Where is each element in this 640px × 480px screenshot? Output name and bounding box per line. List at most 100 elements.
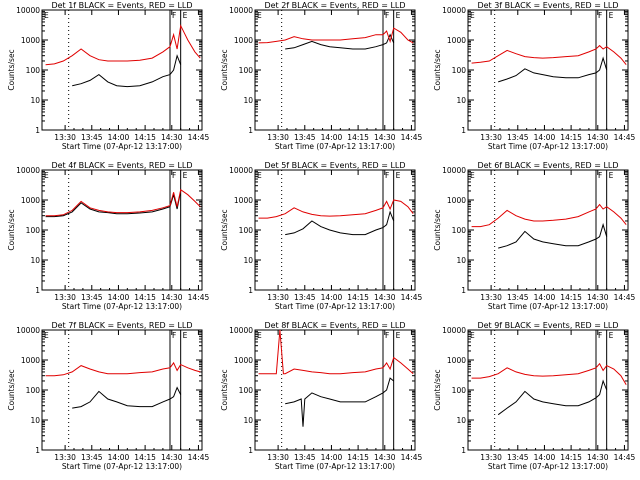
y-tick-label: 1000 [21, 36, 40, 45]
panel-det-5f: Det 5f BLACK = Events, RED = LLD 1 10 100 10… [220, 161, 422, 311]
panel-det-4f: Det 4f BLACK = Events, RED = LLD 1 10 100 10… [7, 161, 209, 311]
y-tick-label: 1 [35, 446, 40, 455]
marker-letter: F [598, 11, 602, 20]
x-tick-label: 14:00 [108, 453, 130, 462]
y-tick-label: 10000 [442, 6, 466, 15]
x-tick-label: 14:15 [560, 133, 582, 142]
x-tick-label: 13:45 [81, 453, 103, 462]
x-tick-label: 14:30 [161, 133, 183, 142]
y-tick-label: 1 [248, 126, 253, 135]
series-red-lld [45, 361, 201, 377]
marker-letter: E [396, 171, 401, 180]
x-tick-label: 14:00 [321, 293, 343, 302]
x-tick-label: 14:00 [534, 133, 556, 142]
x-tick-label: 14:30 [587, 133, 609, 142]
x-tick-label: 13:45 [507, 453, 529, 462]
marker-letter: E [183, 331, 188, 340]
chart-title: Det 1f BLACK = Events, RED = LLD [51, 1, 192, 10]
x-tick-label: 14:45 [401, 133, 423, 142]
x-tick-label: 13:45 [81, 133, 103, 142]
x-tick-label: 13:45 [294, 453, 316, 462]
y-axis-label: Counts/sec [220, 49, 229, 90]
y-tick-label: 10000 [16, 326, 40, 335]
chart-title: Det 5f BLACK = Events, RED = LLD [264, 161, 405, 170]
y-tick-label: 10 [243, 256, 253, 265]
series-red-lld [258, 199, 414, 219]
x-tick-label: 14:15 [134, 133, 156, 142]
x-tick-label: 14:15 [134, 293, 156, 302]
x-tick-label: 13:30 [54, 133, 76, 142]
plot-frame [467, 9, 629, 131]
x-tick-label: 14:00 [534, 453, 556, 462]
marker-letter: E [183, 171, 188, 180]
x-tick-label: 14:30 [161, 453, 183, 462]
panel-det-8f: Det 8f BLACK = Events, RED = LLD 1 10 100 10… [220, 321, 422, 471]
y-tick-label: 1000 [21, 196, 40, 205]
x-tick-label: 14:45 [614, 453, 636, 462]
corner-letter: E [470, 171, 475, 180]
x-tick-label: 14:30 [374, 293, 396, 302]
y-tick-label: 1000 [21, 356, 40, 365]
y-tick-label: 1000 [234, 196, 253, 205]
x-tick-label: 14:45 [188, 133, 210, 142]
plot-frame [254, 329, 416, 451]
corner-letter: E [44, 331, 49, 340]
series-black-events [285, 210, 395, 236]
series-black-events [285, 377, 395, 427]
y-tick-label: 1000 [447, 36, 466, 45]
x-tick-label: 14:45 [401, 453, 423, 462]
series-red-lld [258, 329, 414, 375]
y-tick-label: 1 [35, 286, 40, 295]
marker-letter: E [183, 11, 188, 20]
plot-frame [254, 169, 416, 291]
x-tick-label: 14:15 [560, 293, 582, 302]
chart-title: Det 8f BLACK = Events, RED = LLD [264, 321, 405, 330]
y-tick-label: 10000 [229, 166, 253, 175]
y-tick-label: 100 [239, 226, 254, 235]
x-tick-label: 14:00 [108, 133, 130, 142]
series-red-lld [471, 362, 627, 385]
x-tick-label: 14:15 [347, 133, 369, 142]
y-tick-label: 10 [456, 416, 466, 425]
y-axis-label: Counts/sec [433, 209, 442, 250]
x-tick-label: 14:30 [161, 293, 183, 302]
series-red-lld [258, 27, 414, 44]
y-axis-label: Counts/sec [7, 49, 16, 90]
x-tick-label: 14:15 [347, 293, 369, 302]
y-tick-label: 10000 [229, 6, 253, 15]
x-tick-label: 14:00 [321, 453, 343, 462]
marker-letter: F [172, 171, 176, 180]
series-black-events [498, 56, 608, 83]
y-tick-label: 100 [452, 386, 467, 395]
x-tick-label: 14:45 [614, 133, 636, 142]
y-tick-label: 1 [248, 446, 253, 455]
y-tick-label: 1 [35, 126, 40, 135]
panel-det-3f: Det 3f BLACK = Events, RED = LLD 1 10 100 10… [433, 1, 635, 151]
y-axis-label: Counts/sec [220, 209, 229, 250]
y-tick-label: 100 [26, 226, 41, 235]
marker-letter: F [172, 331, 176, 340]
marker-letter: F [172, 11, 176, 20]
plot-frame [254, 9, 416, 131]
y-tick-label: 10000 [16, 166, 40, 175]
y-axis-label: Counts/sec [7, 369, 16, 410]
x-tick-label: 13:45 [507, 133, 529, 142]
x-tick-label: 14:00 [108, 293, 130, 302]
x-tick-label: 14:00 [321, 133, 343, 142]
x-tick-label: 13:30 [480, 453, 502, 462]
corner-letter: E [470, 11, 475, 20]
x-tick-label: 13:30 [54, 453, 76, 462]
x-tick-label: 14:30 [374, 453, 396, 462]
x-tick-label: 13:30 [267, 453, 289, 462]
panel-det-6f: Det 6f BLACK = Events, RED = LLD 1 10 100 10… [433, 161, 635, 311]
series-red-lld [45, 188, 201, 217]
series-black-events [498, 222, 608, 249]
x-tick-label: 14:45 [188, 453, 210, 462]
chart-title: Det 3f BLACK = Events, RED = LLD [477, 1, 618, 10]
chart-title: Det 4f BLACK = Events, RED = LLD [51, 161, 192, 170]
panel-det-1f: Det 1f BLACK = Events, RED = LLD 1 10 100 10… [7, 1, 209, 151]
marker-letter: E [609, 331, 614, 340]
x-tick-label: 13:30 [267, 293, 289, 302]
y-tick-label: 10 [243, 416, 253, 425]
